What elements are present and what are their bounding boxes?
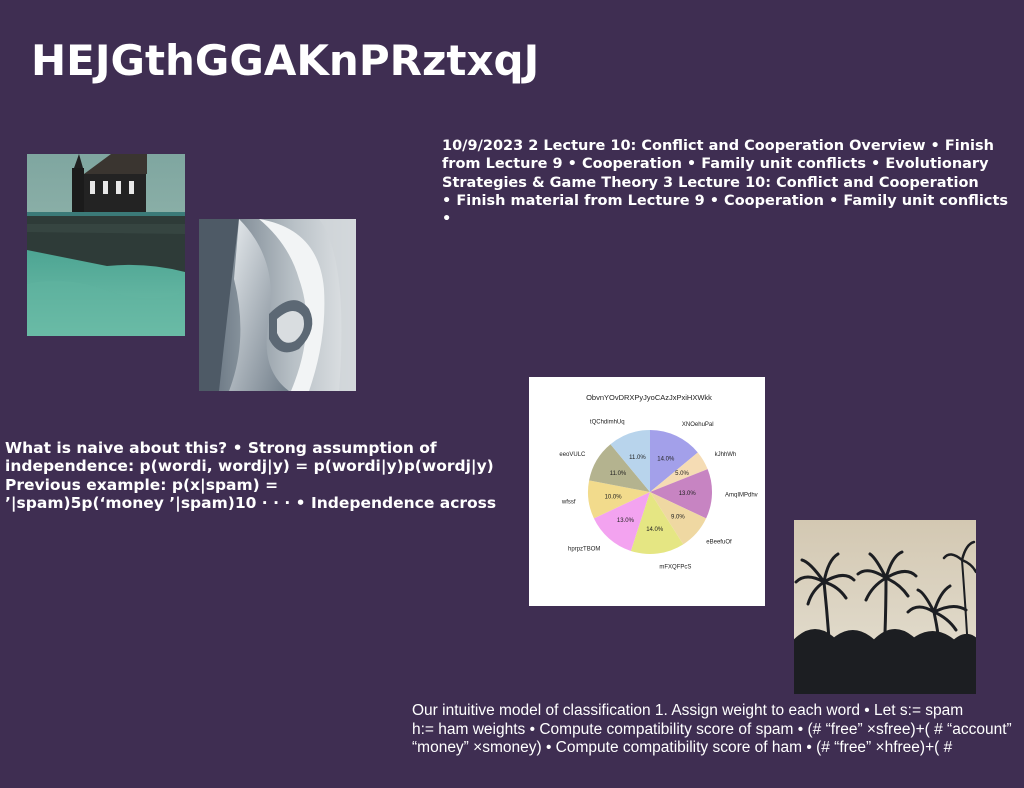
text-line: “money” ×smoney) • Compute compatibility… [412,739,953,756]
pie-category-label: hprpzTBOM [568,546,600,552]
pie-value-label: 5.0% [675,471,689,477]
pie-slice [650,452,708,492]
church-landscape-photo [27,154,185,336]
pie-category-label: mFXQFPcS [659,564,691,570]
pie-category-label: eBeefuOf [706,540,732,546]
pie-value-label: 13.0% [679,491,697,497]
pie-chart-svg: ObvnYOvDRXPyJyoCAzJxPxiHXWkk 14.0% XNOehu… [559,393,758,570]
text-line: Our intuitive model of classification 1.… [412,702,964,719]
palm-trees-photo [794,520,976,694]
text-block-top-right: 10/9/2023 2 Lecture 10: Conflict and Coo… [442,137,1022,228]
text-line: 10/9/2023 2 Lecture 10: Conflict and Coo… [442,138,994,154]
pie-slice [589,444,650,492]
text-line: h:= ham weights • Compute compatibility … [412,720,1012,738]
pie-value-label: 11.0% [629,455,646,461]
pie-value-label: 14.0% [657,456,675,462]
abstract-sculpture-photo [199,219,356,391]
text-line: Strategies & Game Theory 3 Lecture 10: C… [442,174,979,191]
abstract-sculpture-illustration [199,219,356,391]
pie-value-label: 10.0% [605,495,623,501]
text-block-bottom: Our intuitive model of classification 1.… [412,702,1024,758]
pie-category-label: eeoVULC [559,452,586,458]
pie-slice [650,469,713,519]
slide-title: HEJGthGGAKnPRztxqJ [31,36,540,85]
text-line: • Finish material from Lecture 9 • Coope… [442,192,1009,228]
pie-category-label: kJhhWh [715,452,737,458]
text-line: Previous example: p(x|spam) = [5,475,279,494]
text-line: What is naive about this? • Strong assum… [5,439,437,457]
pie-value-label: 13.0% [617,518,635,524]
pie-slice [610,430,650,492]
palm-trees-illustration [794,520,976,694]
pie-chart: ObvnYOvDRXPyJyoCAzJxPxiHXWkk 14.0% XNOehu… [529,377,765,606]
pie-slice [593,492,650,551]
church-landscape-illustration [27,154,185,336]
chart-title: ObvnYOvDRXPyJyoCAzJxPxiHXWkk [586,393,712,402]
text-line: ’|spam)5p(‘money ’|spam)10 · · · • Indep… [5,493,497,512]
pie-slice [630,492,684,555]
pie-value-label: 9.0% [671,515,685,521]
pie-slice [588,480,650,519]
text-line: from Lecture 9 • Cooperation • Family un… [442,156,989,173]
pie-category-label: tQChdimhUq [590,419,625,425]
pie-value-label: 11.0% [610,471,627,477]
text-line: independence: p(wordi, wordj|y) = p(word… [5,457,494,476]
pie-category-label: XNOehuPal [682,422,714,428]
text-block-left: What is naive about this? • Strong assum… [5,439,530,512]
pie-slice [650,430,698,492]
pie-category-label: AmqIMPdhv [725,492,758,498]
pie-value-label: 14.0% [646,527,664,533]
pie-slice [650,492,707,545]
pie-category-label: wfssf [561,499,576,505]
